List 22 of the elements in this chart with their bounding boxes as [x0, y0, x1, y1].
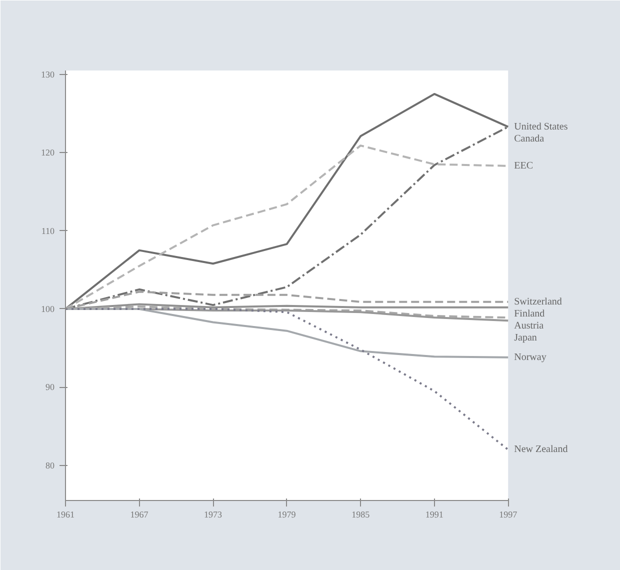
y-tick-label: 120	[41, 148, 55, 158]
series-label: Japan	[514, 332, 537, 344]
x-tick-label: 1997	[499, 510, 518, 520]
x-tick-label: 1961	[56, 510, 74, 520]
x-tick-label: 1979	[278, 510, 296, 520]
y-tick-label: 90	[46, 382, 55, 392]
y-tick-label: 80	[46, 460, 55, 470]
series-label: United States	[514, 121, 568, 132]
y-tick-label: 130	[41, 69, 55, 80]
series-label: Canada	[514, 133, 545, 144]
series-label: Norway	[514, 352, 546, 363]
x-tick-label: 1973	[204, 510, 223, 520]
series-label: Austria	[514, 320, 544, 332]
series-label: Switzerland	[514, 296, 562, 308]
y-tick-label: 100	[41, 304, 55, 314]
series-label: EEC	[514, 160, 534, 172]
x-tick-label: 1985	[352, 510, 370, 520]
x-tick-label: 1991	[425, 510, 444, 520]
series-label: New Zealand	[514, 444, 568, 456]
x-tick-label: 1967	[130, 510, 149, 520]
y-tick-label: 110	[41, 226, 55, 236]
series-label: Finland	[514, 308, 545, 320]
